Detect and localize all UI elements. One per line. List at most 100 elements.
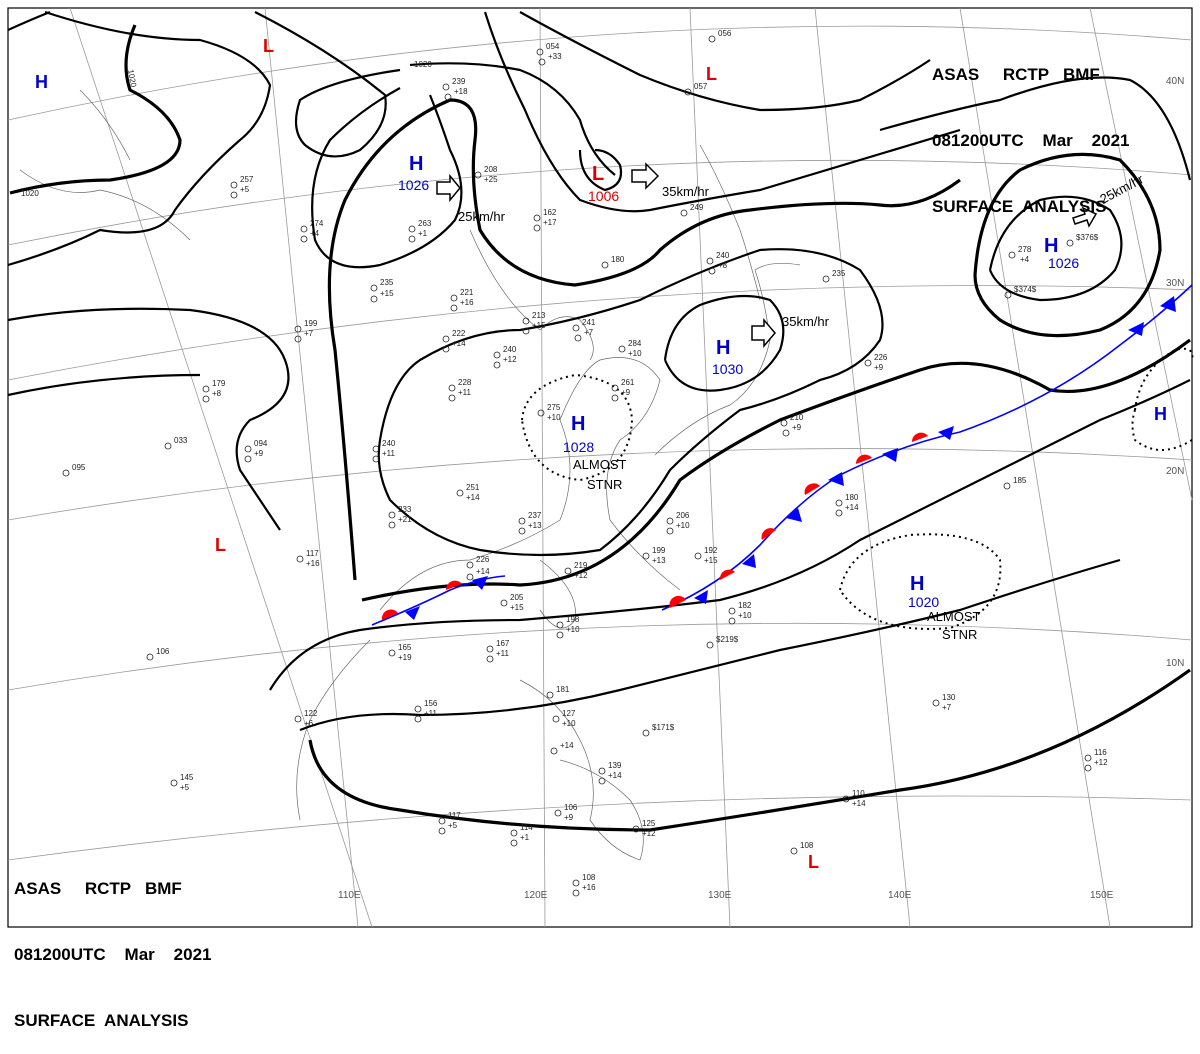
station-value: +16 — [582, 883, 596, 892]
movement-arrow — [751, 317, 776, 349]
station-marker — [388, 521, 396, 529]
station-marker — [518, 517, 526, 525]
station-value: 198 — [566, 615, 580, 624]
low-pressure-symbol: L — [706, 64, 717, 84]
station-value: +12 — [574, 571, 588, 580]
low-pressure-symbol: L — [592, 163, 604, 185]
chart-header-top-line3: SURFACE ANALYSIS — [932, 197, 1107, 216]
station-value: 156 — [424, 699, 438, 708]
station-marker — [466, 573, 474, 581]
station-marker — [442, 83, 450, 91]
station-value: +10 — [562, 719, 576, 728]
station-value: 114 — [520, 823, 533, 832]
station-value: 226 — [476, 555, 490, 564]
station-value: 108 — [800, 841, 814, 850]
station-value: 185 — [1013, 476, 1027, 485]
station-marker — [294, 715, 302, 723]
station-value: +10 — [566, 625, 580, 634]
almost-stationary-label: STNR — [942, 627, 977, 642]
station-marker — [448, 384, 456, 392]
station-marker — [1008, 251, 1016, 259]
high-pressure-value: 1026 — [398, 177, 429, 193]
high-pressure-symbol: H — [35, 72, 48, 92]
station-marker — [554, 809, 562, 817]
isobar-label: 1020 — [21, 189, 39, 198]
station-value: 221 — [460, 288, 474, 297]
station-marker — [538, 58, 546, 66]
station-value: 116 — [1094, 748, 1107, 757]
station-value: 094 — [254, 439, 268, 448]
high-pressure-value: 1020 — [908, 594, 939, 610]
station-value: +14 — [466, 493, 480, 502]
station-value: 251 — [466, 483, 480, 492]
station-marker — [598, 767, 606, 775]
station-marker — [442, 335, 450, 343]
station-marker — [450, 304, 458, 312]
station-value: 213 — [532, 311, 546, 320]
movement-arrows — [436, 162, 1098, 349]
station-value: +10 — [547, 413, 561, 422]
lon-label-120e: 120E — [524, 890, 548, 901]
almost-stationary-label: ALMOST — [927, 609, 981, 624]
station-marker — [822, 275, 830, 283]
station-value: +14 — [560, 741, 574, 750]
chart-header-top: ASAS RCTP BMF 081200UTC Mar 2021 SURFACE… — [932, 20, 1130, 240]
station-value: +14 — [476, 567, 490, 576]
station-value: +14 — [608, 771, 622, 780]
station-value: 108 — [582, 873, 596, 882]
station-marker — [486, 655, 494, 663]
low-pressure-value: 1006 — [588, 188, 619, 204]
station-value: +7 — [304, 329, 314, 338]
station-value: 235 — [380, 278, 394, 287]
station-value: 239 — [452, 77, 466, 86]
station-marker — [414, 715, 422, 723]
station-value: +8 — [212, 389, 222, 398]
station-value: +7 — [584, 328, 594, 337]
station-value: 167 — [496, 639, 510, 648]
station-marker — [533, 214, 541, 222]
station-value: 192 — [704, 546, 718, 555]
station-value: 139 — [608, 761, 622, 770]
station-value: 106 — [564, 803, 578, 812]
station-marker — [611, 394, 619, 402]
station-marker — [932, 699, 940, 707]
almost-stationary-label: ALMOST — [573, 457, 627, 472]
station-marker — [556, 621, 564, 629]
station-marker — [294, 335, 302, 343]
station-value: 057 — [694, 82, 708, 91]
station-value: 261 — [621, 378, 635, 387]
cold-front-triangles — [405, 296, 1176, 620]
station-marker — [790, 847, 798, 855]
station-marker — [564, 567, 572, 575]
station-marker — [1066, 239, 1074, 247]
station-value: 127 — [562, 709, 576, 718]
station-marker — [552, 715, 560, 723]
station-marker — [408, 225, 416, 233]
station-value: 125 — [642, 819, 656, 828]
station-value: 257 — [240, 175, 254, 184]
station-marker — [230, 191, 238, 199]
station-marker — [780, 419, 788, 427]
station-marker — [708, 267, 716, 275]
station-marker — [694, 552, 702, 560]
station-marker — [448, 394, 456, 402]
lon-label-110e: 110E — [338, 890, 361, 901]
isobar-label: 1020 — [414, 60, 432, 69]
fronts — [371, 284, 1193, 626]
chart-header-bottom-line1: ASAS RCTP BMF — [14, 879, 182, 898]
station-value: 180 — [845, 493, 859, 502]
station-marker — [500, 599, 508, 607]
station-marker — [537, 409, 545, 417]
station-value: +11 — [458, 388, 472, 397]
high-pressure-value: 1028 — [563, 439, 594, 455]
station-marker — [510, 839, 518, 847]
station-marker — [611, 384, 619, 392]
station-marker — [244, 445, 252, 453]
station-marker — [572, 879, 580, 887]
station-value: +13 — [652, 556, 666, 565]
station-value: 199 — [652, 546, 666, 555]
station-marker — [546, 691, 554, 699]
station-value: 210 — [790, 413, 804, 422]
station-value: +11 — [496, 649, 510, 658]
lat-label-30n: 30N — [1166, 278, 1184, 289]
